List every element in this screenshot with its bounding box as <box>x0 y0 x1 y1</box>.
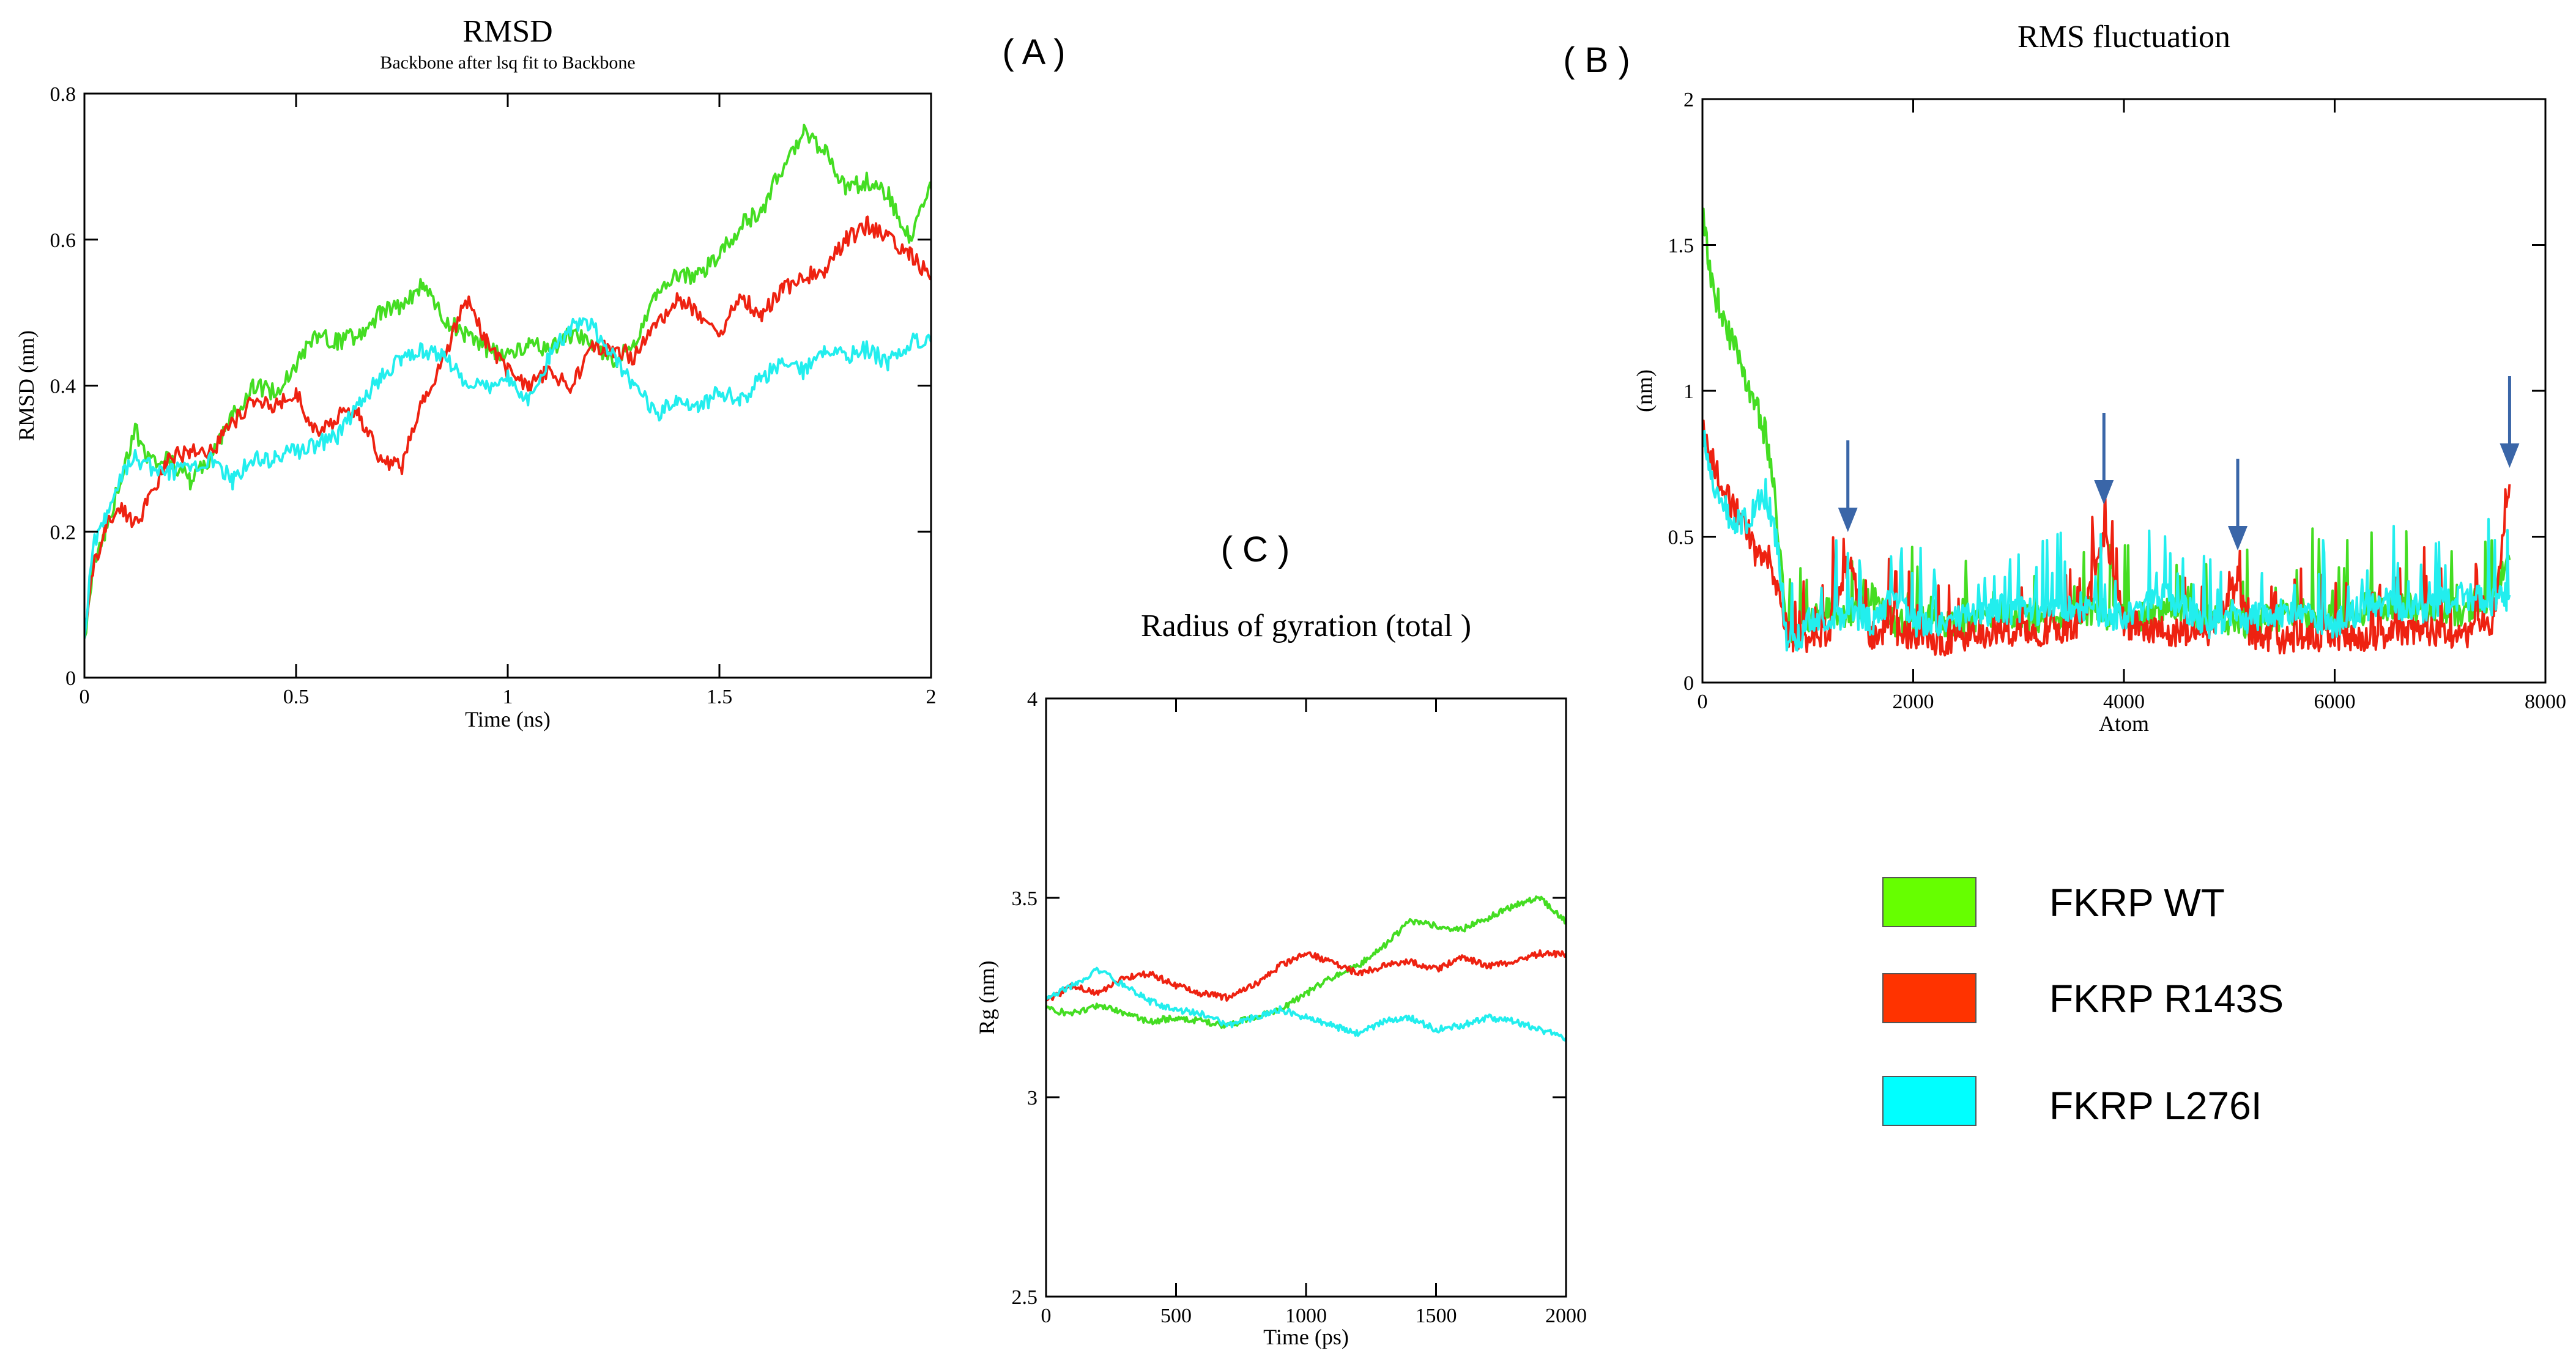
rg-ytick-label: 2.5 <box>1012 1286 1038 1309</box>
panel-label-b: ( B ) <box>1563 40 1630 80</box>
legend-label-l276i: FKRP L276I <box>2049 1084 2262 1128</box>
rmsd-ytick-label: 0 <box>65 667 76 690</box>
rg-line-fkrp-r143s <box>1046 949 1566 1002</box>
legend-swatch-l276i <box>1882 1076 1977 1126</box>
rmsd-xtick-label: 1 <box>503 686 513 708</box>
rmsd-xtick-label: 1.5 <box>707 686 733 708</box>
rg-xtick-label: 2000 <box>1545 1305 1587 1327</box>
rmsd-ytick-label: 0.8 <box>50 83 76 106</box>
annotation-arrow-head <box>2228 526 2248 550</box>
rmsf-line-fkrp-l276i <box>1702 429 2511 652</box>
rmsd-line-fkrp-l276i <box>84 317 931 639</box>
rmsf-xtick-label: 8000 <box>2525 691 2566 713</box>
rmsd-plot-frame <box>83 92 932 679</box>
rmsd-xtick-label: 0.5 <box>283 686 310 708</box>
rmsf-ytick-label: 2 <box>1683 89 1694 111</box>
panel-label-a: ( A ) <box>1002 32 1065 72</box>
rg-xtick-label: 0 <box>1041 1305 1052 1327</box>
rg-chart: Radius of gyration (total ) 0 500 1000 1500 2… <box>974 609 1587 1349</box>
rg-plot-frame <box>1045 697 1567 1298</box>
rmsf-ytick-label: 1.5 <box>1668 235 1694 257</box>
legend-label-wt: FKRP WT <box>2049 881 2225 925</box>
rg-ytick-label: 3.5 <box>1012 887 1038 910</box>
legend: FKRP WT FKRP R143S FKRP L276I <box>1882 877 2284 1128</box>
rg-xlabel: Time (ps) <box>1263 1325 1349 1349</box>
rmsf-ytick-label: 0 <box>1683 672 1694 695</box>
rg-line-fkrp-wt <box>1046 895 1566 1029</box>
rmsd-ylabel: RMSD (nm) <box>14 330 39 441</box>
annotation-arrow-head <box>2094 480 2114 505</box>
rmsd-xlabel: Time (ns) <box>465 707 551 731</box>
panel-label-c: ( C ) <box>1221 530 1290 569</box>
rmsf-xtick-label: 0 <box>1698 691 1708 713</box>
rmsd-xtick-label: 2 <box>926 686 937 708</box>
rmsf-xtick-label: 4000 <box>2103 691 2145 713</box>
annotation-arrow-head <box>1838 508 1858 532</box>
rg-ytick-label: 4 <box>1027 688 1037 711</box>
rmsd-subtitle: Backbone after lsq fit to Backbone <box>380 53 635 73</box>
rmsf-ytick-label: 1 <box>1683 380 1694 403</box>
rmsf-ytick-label: 0.5 <box>1668 527 1694 549</box>
rg-title: Radius of gyration (total ) <box>1141 609 1471 643</box>
rmsf-chart: RMS fluctuation 0 2000 4000 6000 8000 0 0.5 1 1.5… <box>1632 20 2566 736</box>
legend-swatch-r143s <box>1882 973 1977 1023</box>
rmsd-ytick-label: 0.6 <box>50 229 76 252</box>
rmsf-xlabel: Atom <box>2099 711 2149 736</box>
legend-swatch-wt <box>1882 877 1977 927</box>
rg-ytick-label: 3 <box>1027 1087 1037 1109</box>
annotation-arrow-head <box>2500 443 2520 468</box>
rg-xtick-label: 500 <box>1160 1305 1192 1327</box>
rmsf-xtick-label: 6000 <box>2314 691 2356 713</box>
rmsd-xtick-label: 0 <box>80 686 90 708</box>
rmsd-ytick-label: 0.4 <box>50 376 76 398</box>
rmsd-series-group <box>84 124 931 639</box>
legend-label-r143s: FKRP R143S <box>2049 977 2284 1021</box>
rg-series-group <box>1046 895 1566 1042</box>
rmsd-line-fkrp-r143s <box>84 215 931 639</box>
rg-ylabel: Rg (nm) <box>974 961 999 1035</box>
rmsf-line-fkrp-wt <box>1702 207 2511 646</box>
rmsd-title: RMSD <box>462 14 552 49</box>
rmsf-series-group <box>1702 207 2511 657</box>
rg-xtick-label: 1000 <box>1285 1305 1327 1327</box>
rmsf-ylabel: (nm) <box>1632 369 1657 412</box>
rg-line-fkrp-l276i <box>1046 966 1566 1042</box>
rmsf-xtick-label: 2000 <box>1893 691 1934 713</box>
rg-xtick-label: 1500 <box>1416 1305 1457 1327</box>
rmsd-ytick-label: 0.2 <box>50 521 76 544</box>
rmsf-title: RMS fluctuation <box>2017 20 2230 54</box>
